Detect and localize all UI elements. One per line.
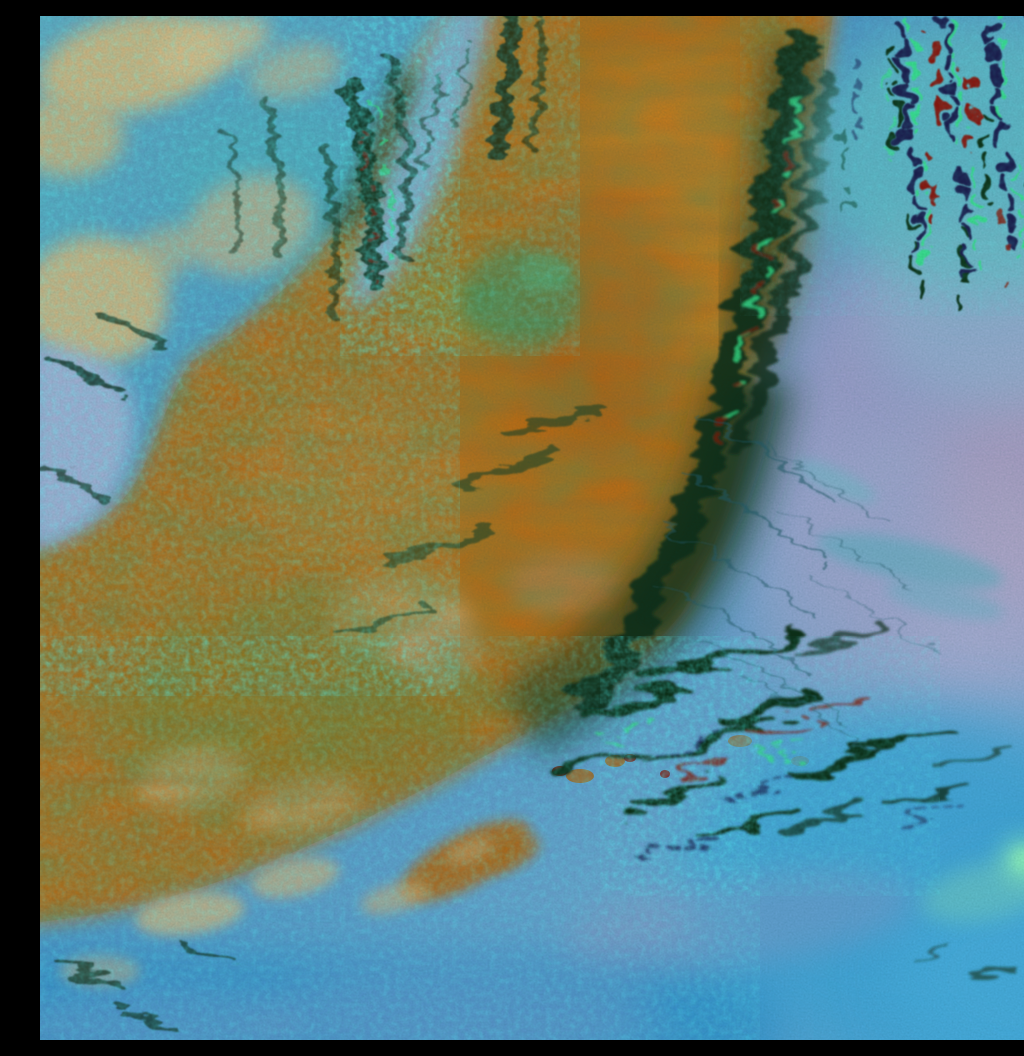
satellite-image — [40, 16, 1024, 1040]
satellite-canvas — [40, 16, 1024, 1040]
film-grain — [40, 16, 1024, 1040]
